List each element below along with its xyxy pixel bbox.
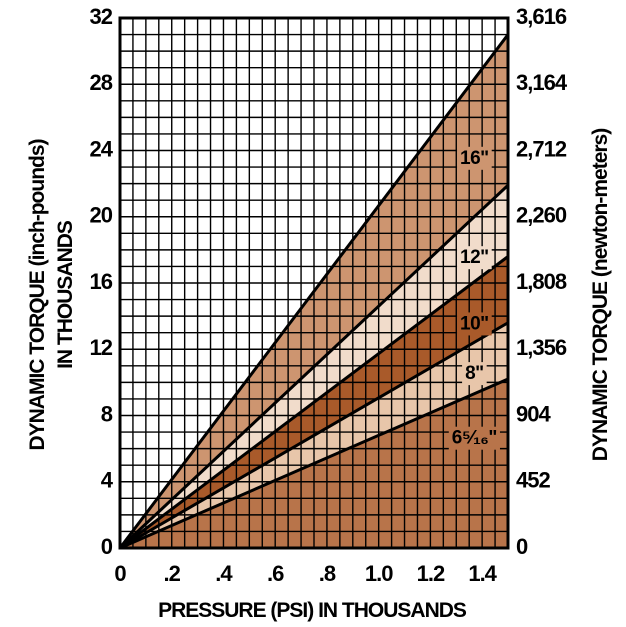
x-tick-label: .2	[164, 561, 181, 586]
series-label-bg-2	[457, 312, 492, 336]
series-label-3: 12"	[460, 247, 489, 268]
y-axis-right-ticks: 0 452 904 1,356 1,808 2,260 2,712 3,164 3,616	[516, 4, 569, 559]
series-label-4: 16"	[460, 148, 489, 169]
y-axis-right-title: DYNAMIC TORQUE (newton-meters)	[589, 129, 612, 461]
x-axis-ticks: 0 .2 .4 .6 .8 1.0 1.2 1.4	[114, 561, 498, 586]
grid-lines	[119, 17, 509, 549]
series-label-bg-4	[457, 146, 492, 170]
x-tick-label: 1.2	[417, 561, 445, 586]
x-tick-label: .6	[267, 561, 284, 586]
series-label-1: 8"	[465, 363, 484, 384]
y-left-tick-label: 8	[101, 401, 113, 426]
x-tick-label: 0	[114, 561, 126, 586]
series-label-bg-1	[462, 362, 487, 386]
series-label-bg-0	[448, 426, 500, 450]
x-tick-label: .4	[215, 561, 233, 586]
series-line-4	[118, 33, 510, 549]
y-right-tick-label: 1,808	[516, 269, 567, 294]
y-left-tick-label: 20	[90, 203, 113, 228]
x-tick-label: 1.0	[365, 561, 393, 586]
series-labels: 6⁵⁄₁₆" 8" 10" 12" 16"	[448, 146, 500, 450]
series-label-bg-3	[457, 246, 492, 270]
plot-frame	[118, 16, 510, 550]
y-left-tick-label: 4	[101, 468, 114, 493]
y-left-tick-label: 16	[90, 269, 113, 294]
series-lines	[118, 33, 510, 550]
series-label-2: 10"	[460, 313, 489, 334]
y-left-tick-label: 12	[90, 335, 113, 360]
x-axis-title: PRESSURE (PSI) IN THOUSANDS	[158, 599, 467, 622]
x-tick-label: 1.4	[468, 561, 497, 586]
y-left-tick-label: 24	[90, 136, 114, 161]
y-axis-left-title-line1: DYNAMIC TORQUE (inch-pounds)	[26, 139, 49, 450]
y-right-tick-label: 1,356	[516, 335, 567, 360]
y-right-tick-label: 904	[516, 401, 551, 426]
y-left-tick-label: 28	[90, 70, 113, 95]
x-tick-label: .8	[319, 561, 336, 586]
y-axis-left-ticks: 0 4 8 12 16 20 24 28 32	[90, 4, 115, 559]
y-right-tick-label: 3,616	[516, 4, 567, 29]
y-right-tick-label: 452	[516, 468, 550, 493]
y-left-tick-label: 0	[101, 534, 113, 559]
y-axis-left-title-line2: IN THOUSANDS	[54, 220, 77, 369]
y-left-tick-label: 32	[90, 4, 113, 29]
series-line-2	[119, 255, 509, 550]
y-right-tick-label: 0	[516, 534, 528, 559]
series-line-1	[119, 321, 509, 550]
series-line-3	[118, 184, 510, 550]
y-right-tick-label: 3,164	[516, 70, 568, 95]
series-line-0	[119, 377, 509, 550]
y-right-tick-label: 2,260	[516, 203, 567, 228]
series-label-0: 6⁵⁄₁₆"	[452, 428, 497, 449]
y-right-tick-label: 2,712	[516, 136, 567, 161]
